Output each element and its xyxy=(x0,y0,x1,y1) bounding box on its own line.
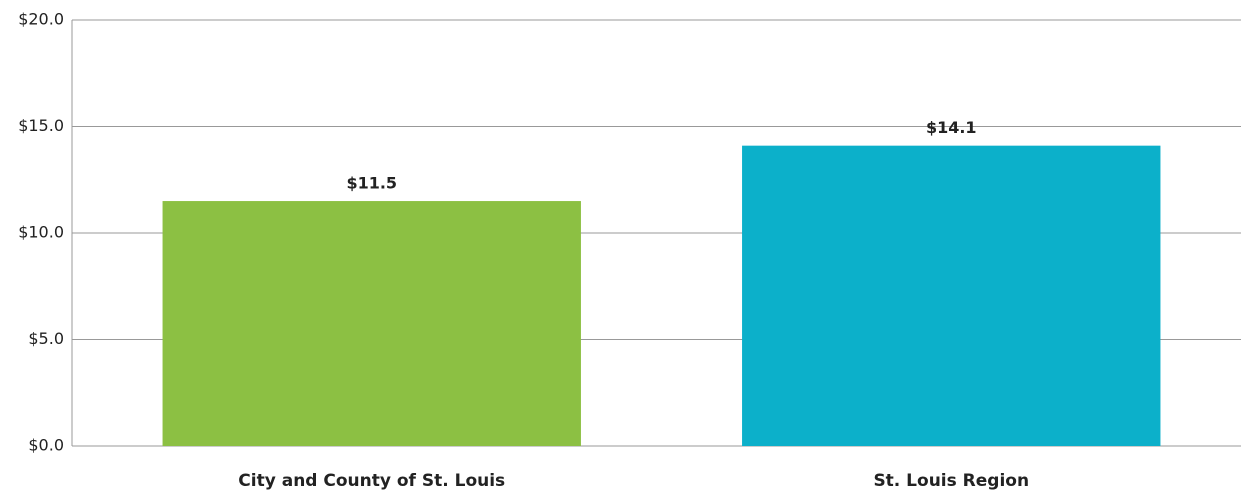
bar xyxy=(162,201,581,446)
data-label: $14.1 xyxy=(926,118,977,137)
y-tick-label: $10.0 xyxy=(18,223,64,242)
x-tick-label: City and County of St. Louis xyxy=(238,471,505,491)
y-tick-label: $15.0 xyxy=(18,116,64,135)
y-tick-label: $0.0 xyxy=(28,436,64,455)
y-tick-label: $20.0 xyxy=(18,10,64,29)
y-tick-label: $5.0 xyxy=(28,329,64,348)
bar xyxy=(742,145,1161,447)
x-tick-label: St. Louis Region xyxy=(873,471,1029,491)
data-label: $11.5 xyxy=(346,174,397,193)
